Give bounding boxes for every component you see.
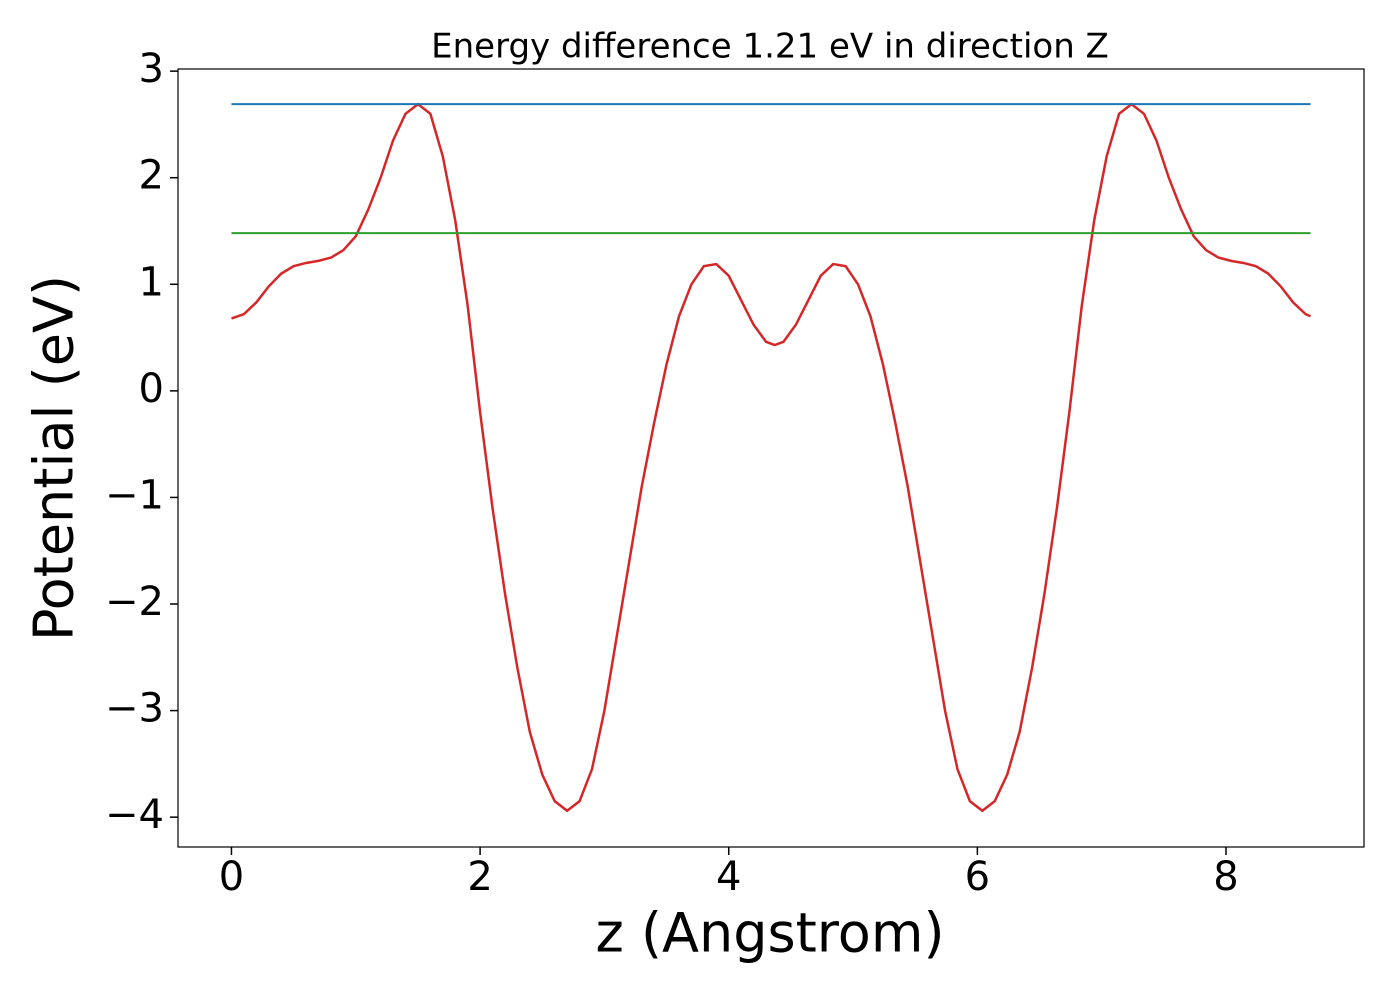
x-tick-label: 0	[219, 854, 244, 900]
x-axis-label: z (Angstrom)	[595, 902, 944, 965]
x-tick-label: 4	[716, 854, 741, 900]
chart-title: Energy difference 1.21 eV in direction Z	[431, 27, 1109, 67]
y-tick-label: 2	[139, 153, 164, 199]
y-axis-label: Potential (eV)	[23, 275, 86, 641]
plot-frame	[177, 68, 1365, 848]
y-tick-label: 3	[139, 46, 164, 92]
x-tick-label: 8	[1213, 854, 1238, 900]
y-tick-label: −4	[105, 792, 164, 838]
x-tick-label: 2	[467, 854, 492, 900]
y-tick-label: −3	[105, 686, 164, 732]
y-tick-label: 1	[139, 259, 164, 305]
line-series	[231, 102, 1312, 813]
x-tick-label: 6	[965, 854, 990, 900]
y-tick-label: −1	[105, 472, 164, 518]
y-tick-label: 0	[139, 366, 164, 412]
y-tick-label: −2	[105, 579, 164, 625]
